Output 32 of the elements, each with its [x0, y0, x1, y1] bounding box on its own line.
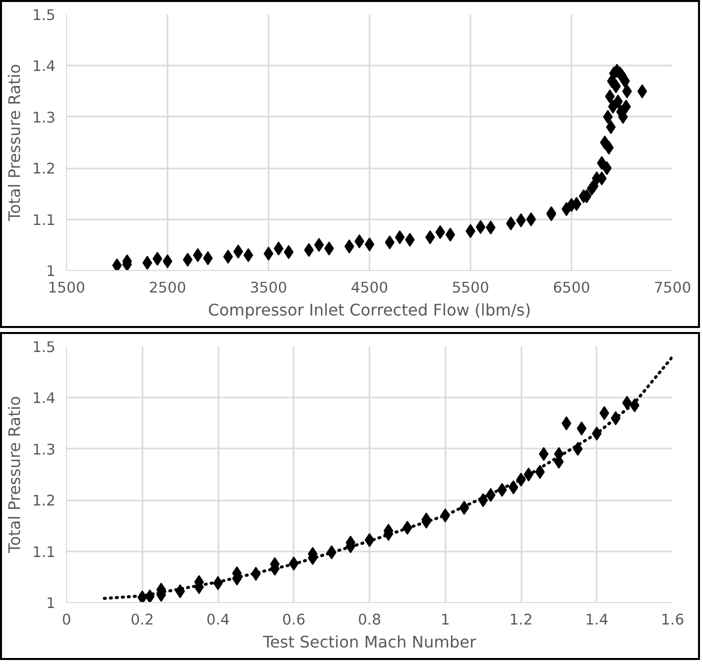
x-tick-label: 0.8: [358, 612, 382, 628]
y-tick-label: 1.2: [32, 160, 56, 178]
x-tick-label: 1500: [48, 280, 86, 296]
y-tick-label: 1: [46, 263, 56, 280]
y-tick-label: 1.1: [32, 544, 56, 561]
x-tick-label: 1.6: [660, 612, 684, 628]
x-tick-label: 0: [62, 612, 72, 628]
x-tick-label: 0.6: [282, 612, 306, 628]
x-tick-label: 3500: [250, 280, 288, 296]
x-tick-label: 2500: [148, 280, 186, 296]
y-tick-label: 1: [46, 595, 56, 612]
x-tick-label: 6500: [552, 280, 590, 296]
x-tick-label: 7500: [654, 280, 692, 296]
y-tick-label: 1.4: [32, 58, 56, 76]
y-axis-title: Total Pressure Ratio: [5, 396, 24, 554]
y-tick-label: 1.1: [32, 212, 56, 229]
y-tick-label: 1.4: [32, 390, 56, 408]
x-tick-label: 1.4: [585, 612, 608, 628]
y-tick-label: 1.3: [32, 109, 56, 126]
x-tick-label: 0.4: [206, 612, 230, 628]
y-tick-label: 1.5: [32, 339, 56, 356]
x-axis-title: Compressor Inlet Corrected Flow (lbm/s): [208, 300, 531, 320]
x-tick-label: 1.2: [509, 612, 533, 628]
x-tick-label: 1: [440, 612, 450, 628]
y-axis-title: Total Pressure Ratio: [5, 64, 24, 222]
y-tick-label: 1.3: [32, 441, 56, 458]
x-tick-label: 0.2: [130, 612, 154, 628]
y-tick-label: 1.5: [32, 7, 56, 24]
x-axis-title: Test Section Mach Number: [262, 632, 476, 652]
y-tick-label: 1.2: [32, 492, 56, 510]
x-tick-label: 4500: [350, 280, 388, 296]
x-tick-label: 5500: [452, 280, 490, 296]
